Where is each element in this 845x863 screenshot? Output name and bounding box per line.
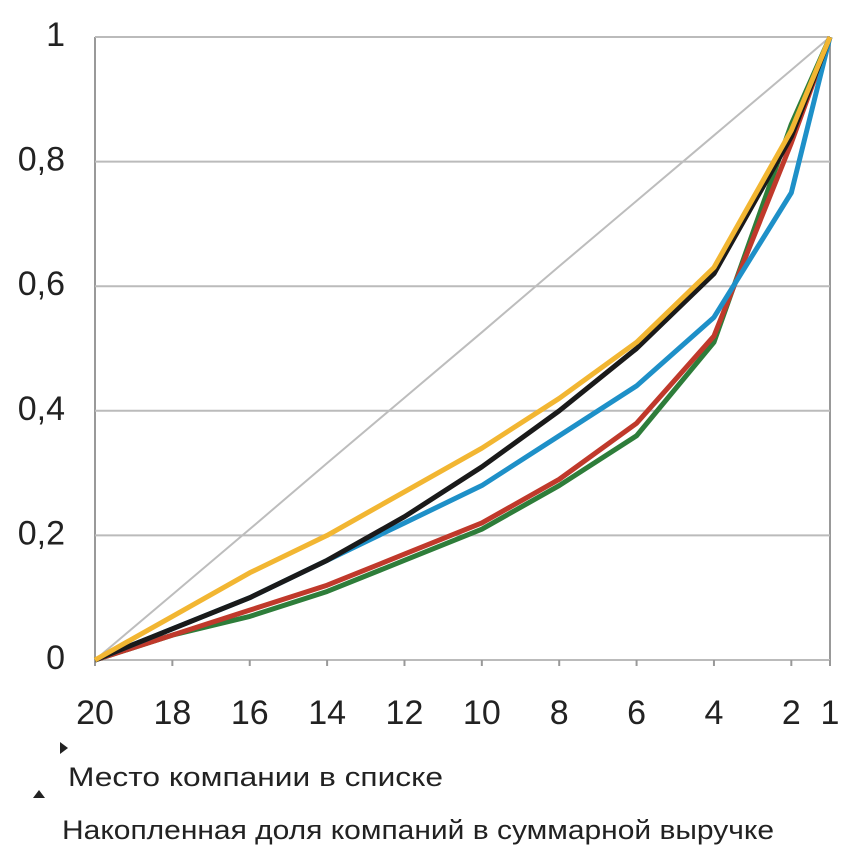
x-axis-label: Место компании в списке xyxy=(68,762,443,792)
x-tick-label: 16 xyxy=(231,694,269,732)
x-tick-label: 20 xyxy=(76,694,114,732)
series-line xyxy=(94,36,833,663)
x-label-marker xyxy=(60,742,68,754)
x-tick-label: 8 xyxy=(550,694,569,732)
x-tick-label: 2 xyxy=(782,694,801,732)
x-tick-label: 18 xyxy=(153,694,191,732)
y-label-marker xyxy=(33,790,45,798)
series-line xyxy=(93,36,833,663)
x-tick-label: 1 xyxy=(821,694,840,732)
x-tick-label: 12 xyxy=(386,694,424,732)
y-tick-label: 0,2 xyxy=(18,514,65,552)
x-tick-label: 14 xyxy=(308,694,346,732)
y-tick-label: 0,8 xyxy=(18,141,65,179)
x-tick-label: 10 xyxy=(463,694,501,732)
x-tick-label: 4 xyxy=(704,694,723,732)
series-line xyxy=(94,36,831,661)
x-tick-label: 6 xyxy=(627,694,646,732)
y-axis-label: Накопленная доля компаний в суммарной вы… xyxy=(62,815,774,845)
y-tick-label: 0,4 xyxy=(18,390,65,428)
y-tick-label: 0 xyxy=(46,639,65,677)
y-tick-label: 0,6 xyxy=(18,265,65,303)
y-tick-label: 1 xyxy=(46,16,65,54)
